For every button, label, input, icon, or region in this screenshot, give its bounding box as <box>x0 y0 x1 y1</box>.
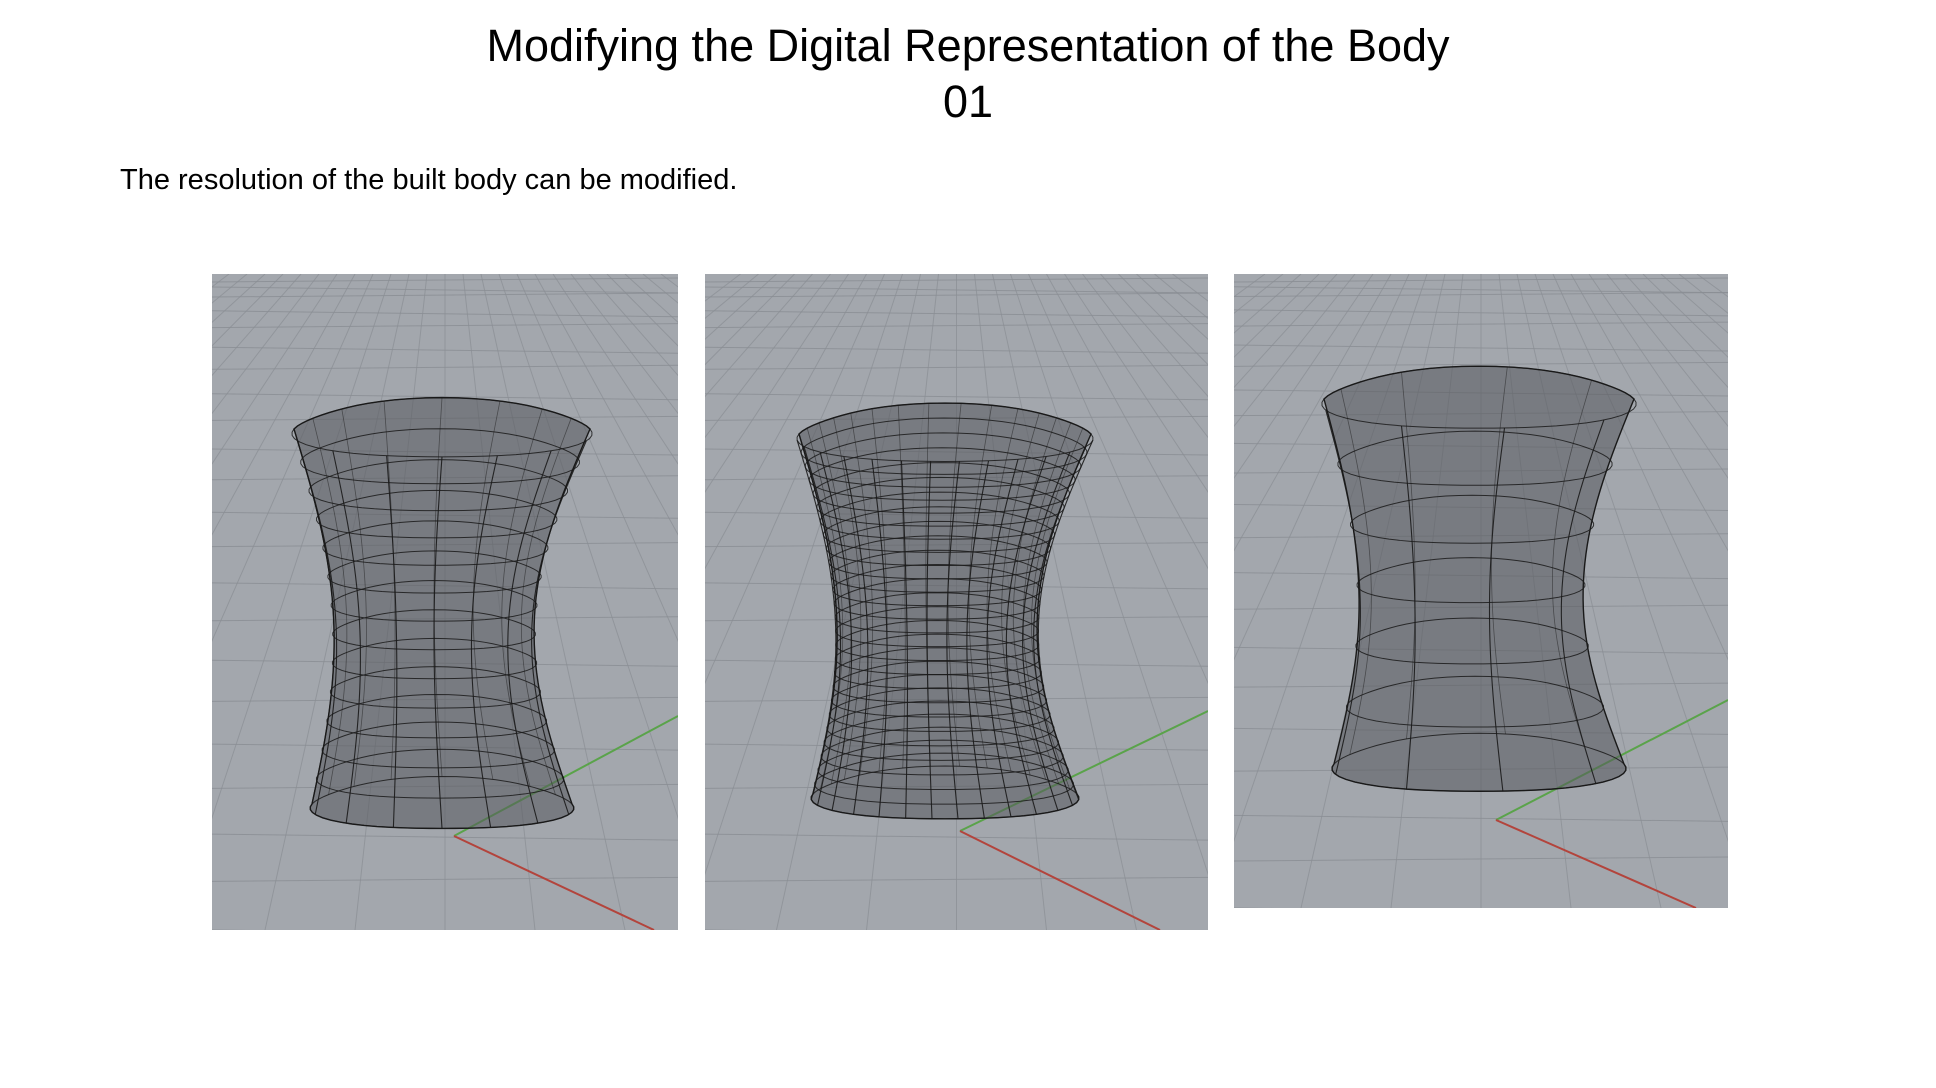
viewport-svg <box>212 274 678 930</box>
x-axis-line <box>453 835 655 930</box>
viewport-medium-resolution <box>212 274 678 930</box>
viewport-low-resolution <box>1234 274 1728 908</box>
x-axis-line <box>1495 819 1697 908</box>
caption-text: The resolution of the built body can be … <box>120 164 738 196</box>
slide-title: Modifying the Digital Representation of … <box>486 20 1450 71</box>
body-mesh <box>1321 365 1637 792</box>
slide-number: 01 <box>942 76 994 127</box>
viewport-high-resolution <box>705 274 1208 930</box>
x-axis-line <box>959 830 1161 930</box>
body-mesh <box>291 396 593 830</box>
viewport-svg <box>705 274 1208 930</box>
viewport-svg <box>1234 274 1728 908</box>
body-mesh <box>796 402 1094 820</box>
